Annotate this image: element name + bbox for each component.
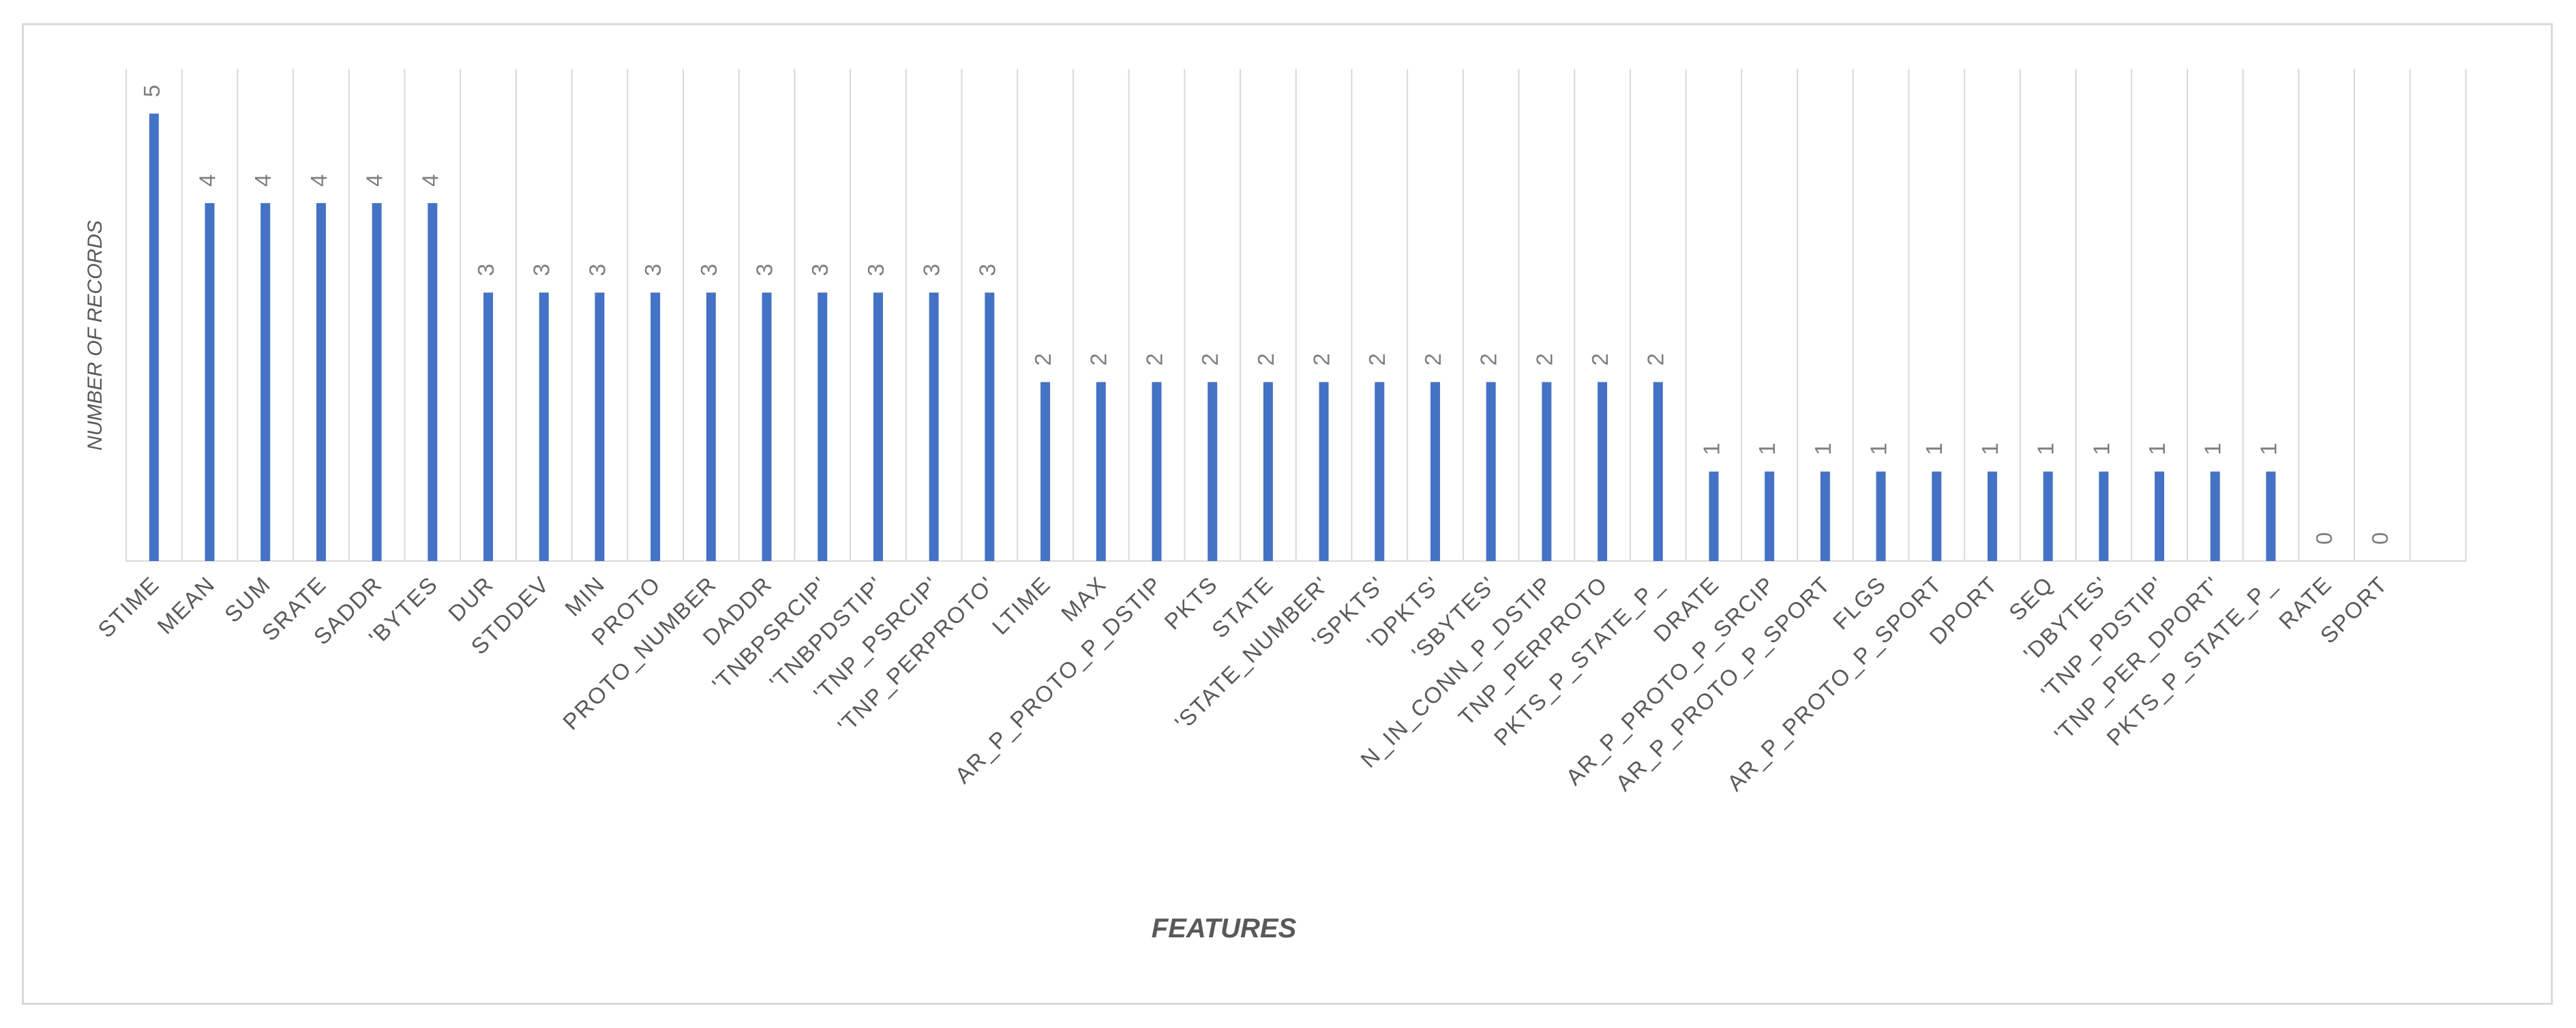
data-label: 4 <box>195 175 220 187</box>
bar <box>1932 471 1942 561</box>
bar <box>1709 471 1719 561</box>
data-label: 3 <box>584 264 610 276</box>
bar <box>929 292 939 561</box>
bar <box>2099 471 2109 561</box>
bar <box>1598 382 1608 561</box>
x-tick-label: LTIME <box>987 571 1055 639</box>
data-label: 1 <box>1754 442 1780 455</box>
data-label: 3 <box>640 264 665 276</box>
data-label: 1 <box>2033 442 2058 455</box>
bar <box>762 292 772 561</box>
data-label: 3 <box>696 264 721 276</box>
bar <box>1152 382 1162 561</box>
bar <box>316 202 326 562</box>
x-axis-title: FEATURES <box>1152 913 1297 943</box>
data-label: 2 <box>1476 353 1501 365</box>
bar <box>483 292 494 561</box>
data-label: 2 <box>1141 353 1167 365</box>
data-label: 2 <box>1030 353 1055 365</box>
bar <box>1375 382 1385 561</box>
data-label: 2 <box>1587 353 1613 365</box>
data-label: 1 <box>2200 442 2226 455</box>
data-label: 1 <box>2088 442 2114 455</box>
bar <box>1987 471 1997 561</box>
x-tick-label: MEAN <box>152 571 220 639</box>
data-label: 2 <box>1309 353 1334 365</box>
x-tick-label: STIME <box>93 571 164 643</box>
bar <box>1263 382 1273 561</box>
data-label: 2 <box>1197 353 1223 365</box>
data-label: 0 <box>2311 532 2337 545</box>
bar <box>873 292 883 561</box>
bar <box>1208 382 1218 561</box>
bar <box>1040 382 1051 561</box>
data-label: 2 <box>1364 353 1390 365</box>
bar <box>539 292 549 561</box>
data-label: 3 <box>974 264 1000 276</box>
bar <box>818 292 828 561</box>
bar <box>205 202 215 562</box>
bar <box>428 202 438 562</box>
data-label: 3 <box>863 264 888 276</box>
bar <box>1319 382 1329 561</box>
bar <box>1486 382 1496 561</box>
data-label: 4 <box>362 175 387 187</box>
bars <box>149 113 2276 562</box>
data-label: 1 <box>2144 442 2170 455</box>
data-label: 3 <box>752 264 777 276</box>
x-tick-label: MIN <box>560 571 610 621</box>
bar <box>260 202 271 562</box>
data-labels: 5 4 4 4 4 4 3 3 3 3 3 3 3 3 3 3 2 2 2 2 2 2 2 2 2 2 2 2 1 1 1 1 1 1 1 1 1 1 1 0… <box>139 85 2393 545</box>
data-label: 3 <box>807 264 833 276</box>
bar <box>2266 471 2276 561</box>
data-label: 5 <box>139 85 164 97</box>
bar <box>595 292 605 561</box>
bar <box>1765 471 1775 561</box>
bar <box>1542 382 1552 561</box>
chart-frame: 5 4 4 4 4 4 3 3 3 3 3 3 3 3 3 3 2 2 2 2 2 2 2 2 2 2 2 2 1 1 1 1 1 1 1 1 1 1 1 0… <box>22 23 2553 1005</box>
bar <box>2210 471 2220 561</box>
data-label: 1 <box>1810 442 1836 455</box>
bar <box>1876 471 1886 561</box>
bar <box>985 292 995 561</box>
y-axis-title: NUMBER OF RECORDS <box>84 220 106 451</box>
bar <box>650 292 661 561</box>
bar <box>2155 471 2165 561</box>
data-label: 4 <box>306 175 331 187</box>
data-label: 2 <box>1086 353 1111 365</box>
data-label: 2 <box>1253 353 1278 365</box>
data-label: 3 <box>473 264 498 276</box>
data-label: 2 <box>1531 353 1557 365</box>
bar <box>1430 382 1440 561</box>
data-label: 1 <box>1977 442 2003 455</box>
bar <box>149 113 159 562</box>
data-label: 1 <box>1866 442 1891 455</box>
data-label: 2 <box>1643 353 1668 365</box>
data-label: 1 <box>1698 442 1724 455</box>
bar <box>706 292 716 561</box>
data-label: 0 <box>2367 532 2393 545</box>
bar <box>1820 471 1830 561</box>
bar <box>1096 382 1106 561</box>
bar <box>1653 382 1663 561</box>
bar <box>2043 471 2053 561</box>
data-label: 4 <box>417 175 443 187</box>
data-label: 1 <box>2256 442 2281 455</box>
grid-lines <box>125 69 2467 562</box>
bar-chart: 5 4 4 4 4 4 3 3 3 3 3 3 3 3 3 3 2 2 2 2 2 2 2 2 2 2 2 2 1 1 1 1 1 1 1 1 1 1 1 0… <box>84 69 2467 943</box>
data-label: 1 <box>1921 442 1947 455</box>
data-label: 2 <box>1420 353 1446 365</box>
data-label: 3 <box>919 264 944 276</box>
bar <box>372 202 382 562</box>
data-label: 4 <box>250 175 275 187</box>
data-label: 3 <box>529 264 554 276</box>
